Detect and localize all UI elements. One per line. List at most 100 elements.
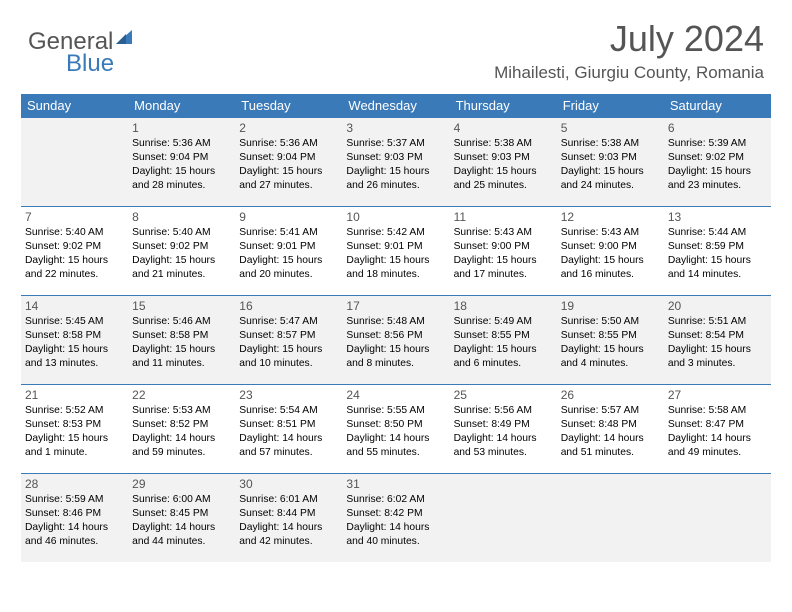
day-info-line: Daylight: 15 hours [346,254,445,268]
day-number: 16 [239,298,338,314]
day-info-line: Sunset: 9:02 PM [668,151,767,165]
day-info-line: Sunset: 8:55 PM [561,329,660,343]
day-info-line: Sunrise: 5:55 AM [346,404,445,418]
day-info-line: Sunset: 8:55 PM [454,329,553,343]
calendar-day-cell: 20Sunrise: 5:51 AMSunset: 8:54 PMDayligh… [664,296,771,385]
day-number: 2 [239,120,338,136]
day-info-line: Daylight: 15 hours [132,254,231,268]
day-info-line: and 20 minutes. [239,268,338,282]
day-info-line: Sunset: 8:53 PM [25,418,124,432]
day-info-line: and 57 minutes. [239,446,338,460]
day-number: 18 [454,298,553,314]
day-number: 3 [346,120,445,136]
day-number: 5 [561,120,660,136]
calendar-day-cell: 29Sunrise: 6:00 AMSunset: 8:45 PMDayligh… [128,474,235,563]
day-info-line: and 13 minutes. [25,357,124,371]
brand-word-2: Blue [66,50,114,77]
calendar-day-cell: 5Sunrise: 5:38 AMSunset: 9:03 PMDaylight… [557,118,664,207]
calendar-day-cell: 27Sunrise: 5:58 AMSunset: 8:47 PMDayligh… [664,385,771,474]
day-info-line: and 44 minutes. [132,535,231,549]
calendar-day-cell: 7Sunrise: 5:40 AMSunset: 9:02 PMDaylight… [21,207,128,296]
day-number: 17 [346,298,445,314]
calendar-week-row: 21Sunrise: 5:52 AMSunset: 8:53 PMDayligh… [21,385,771,474]
day-info-line: Sunset: 9:01 PM [346,240,445,254]
calendar-day-cell: 2Sunrise: 5:36 AMSunset: 9:04 PMDaylight… [235,118,342,207]
day-info-line: Sunrise: 5:38 AM [454,137,553,151]
day-info-line: Sunset: 9:01 PM [239,240,338,254]
day-number: 7 [25,209,124,225]
day-number: 20 [668,298,767,314]
calendar-day-cell: 11Sunrise: 5:43 AMSunset: 9:00 PMDayligh… [450,207,557,296]
calendar-day-cell: 31Sunrise: 6:02 AMSunset: 8:42 PMDayligh… [342,474,449,563]
day-info-line: Daylight: 15 hours [454,165,553,179]
day-info-line: and 28 minutes. [132,179,231,193]
calendar-day-cell: 21Sunrise: 5:52 AMSunset: 8:53 PMDayligh… [21,385,128,474]
day-info-line: Sunrise: 5:45 AM [25,315,124,329]
day-info-line: Daylight: 14 hours [239,432,338,446]
day-info-line: and 16 minutes. [561,268,660,282]
day-info-line: Daylight: 15 hours [132,343,231,357]
day-info-line: Sunrise: 5:49 AM [454,315,553,329]
day-info-line: and 1 minute. [25,446,124,460]
calendar-body: 1Sunrise: 5:36 AMSunset: 9:04 PMDaylight… [21,118,771,563]
calendar-day-cell [557,474,664,563]
day-info-line: Sunrise: 5:36 AM [239,137,338,151]
day-info-line: Sunset: 9:04 PM [132,151,231,165]
calendar-day-cell: 8Sunrise: 5:40 AMSunset: 9:02 PMDaylight… [128,207,235,296]
day-info-line: Sunrise: 5:57 AM [561,404,660,418]
day-number: 28 [25,476,124,492]
day-info-line: Sunrise: 5:41 AM [239,226,338,240]
calendar-day-cell: 4Sunrise: 5:38 AMSunset: 9:03 PMDaylight… [450,118,557,207]
day-info-line: and 23 minutes. [668,179,767,193]
day-info-line: Sunrise: 5:50 AM [561,315,660,329]
calendar-day-cell [664,474,771,563]
day-info-line: Sunset: 8:45 PM [132,507,231,521]
day-info-line: and 59 minutes. [132,446,231,460]
weekday-header: Tuesday [235,94,342,118]
day-info-line: Sunset: 8:54 PM [668,329,767,343]
day-info-line: Sunset: 9:03 PM [561,151,660,165]
day-number: 6 [668,120,767,136]
day-info-line: Sunset: 9:04 PM [239,151,338,165]
day-info-line: Sunrise: 6:01 AM [239,493,338,507]
calendar-day-cell: 3Sunrise: 5:37 AMSunset: 9:03 PMDaylight… [342,118,449,207]
day-number: 1 [132,120,231,136]
weekday-header: Monday [128,94,235,118]
day-info-line: Sunrise: 5:47 AM [239,315,338,329]
day-info-line: Sunrise: 5:38 AM [561,137,660,151]
day-number: 11 [454,209,553,225]
day-info-line: Sunset: 8:44 PM [239,507,338,521]
calendar-week-row: 1Sunrise: 5:36 AMSunset: 9:04 PMDaylight… [21,118,771,207]
calendar-day-cell: 6Sunrise: 5:39 AMSunset: 9:02 PMDaylight… [664,118,771,207]
day-info-line: Sunset: 8:46 PM [25,507,124,521]
month-title: July 2024 [494,18,764,60]
day-info-line: Sunrise: 5:36 AM [132,137,231,151]
day-info-line: and 22 minutes. [25,268,124,282]
day-number: 8 [132,209,231,225]
day-info-line: Sunrise: 5:48 AM [346,315,445,329]
logo-sail-icon [114,28,134,51]
day-number: 9 [239,209,338,225]
day-info-line: and 25 minutes. [454,179,553,193]
day-info-line: Daylight: 15 hours [561,343,660,357]
day-info-line: and 49 minutes. [668,446,767,460]
day-info-line: Daylight: 14 hours [132,432,231,446]
calendar-day-cell: 9Sunrise: 5:41 AMSunset: 9:01 PMDaylight… [235,207,342,296]
day-info-line: Sunrise: 5:43 AM [454,226,553,240]
day-info-line: Sunrise: 5:37 AM [346,137,445,151]
weekday-header: Thursday [450,94,557,118]
calendar-day-cell [21,118,128,207]
day-number: 25 [454,387,553,403]
day-info-line: and 11 minutes. [132,357,231,371]
day-number: 12 [561,209,660,225]
day-info-line: and 53 minutes. [454,446,553,460]
day-info-line: and 55 minutes. [346,446,445,460]
day-info-line: Sunset: 8:52 PM [132,418,231,432]
day-info-line: Sunset: 9:03 PM [346,151,445,165]
header: General Blue July 2024 Mihailesti, Giurg… [0,0,792,84]
day-info-line: and 8 minutes. [346,357,445,371]
day-info-line: Sunrise: 5:40 AM [25,226,124,240]
calendar-week-row: 14Sunrise: 5:45 AMSunset: 8:58 PMDayligh… [21,296,771,385]
calendar-day-cell: 30Sunrise: 6:01 AMSunset: 8:44 PMDayligh… [235,474,342,563]
day-info-line: and 42 minutes. [239,535,338,549]
